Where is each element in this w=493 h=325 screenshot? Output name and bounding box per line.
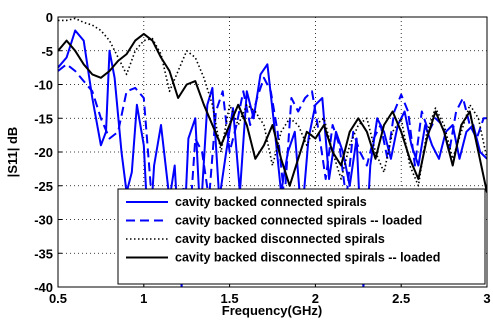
series-line-4: [58, 32, 487, 193]
legend-entry-2: cavity backed connected spirals -- loade…: [175, 214, 422, 228]
legend-entry-3: cavity backed disconnected spirals: [175, 232, 385, 246]
x-tick-label: 2: [312, 291, 319, 306]
series-lines: [58, 17, 487, 287]
y-tick-label: -5: [41, 44, 53, 59]
legend-box: [117, 188, 486, 285]
x-tick-label: 1.5: [221, 291, 239, 306]
legend: cavity backed connected spirals cavity ba…: [117, 188, 486, 285]
y-tick-label: -35: [34, 246, 53, 261]
y-tick-label: -15: [34, 111, 53, 126]
x-axis-label: Frequency(GHz): [222, 303, 322, 318]
series-line-2: [58, 63, 487, 241]
y-tick-label: -40: [34, 280, 53, 295]
y-tick-label: -30: [34, 213, 53, 228]
legend-entry-4: cavity backed disconnected spirals -- lo…: [175, 251, 440, 265]
legend-entry-1: cavity backed connected spirals: [175, 195, 367, 209]
x-tick-label: 2.5: [392, 291, 410, 306]
y-tick-label: 0: [46, 10, 53, 25]
y-tick-label: -25: [34, 179, 53, 194]
y-axis-label: |S11| dB: [5, 127, 20, 178]
y-tick-label: -20: [34, 145, 53, 160]
x-tick-label: 0.5: [49, 291, 67, 306]
x-tick-label: 1: [140, 291, 147, 306]
x-tick-label: 3: [483, 291, 490, 306]
axis-ticks: 0.5 1 1.5 2 2.5 3 0 -5 -10 -15 -20 -25 -30 -35 -40: [34, 10, 490, 306]
y-tick-label: -10: [34, 78, 53, 93]
